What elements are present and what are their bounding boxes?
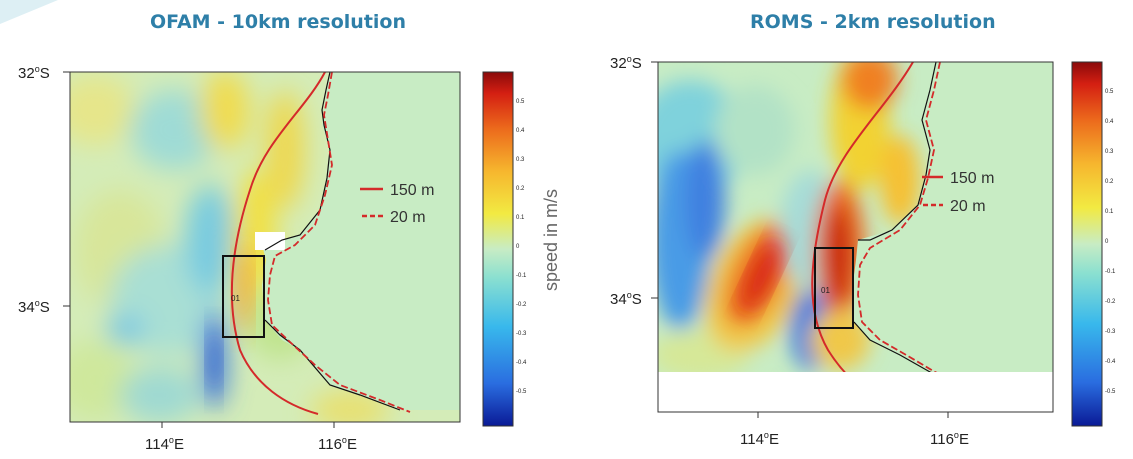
roms-lon-label-east: 116oE [930,412,969,448]
roms-cb-tick: -0.4 [1105,359,1116,365]
roms-study-box [814,247,854,329]
corner-accent-decoration [0,0,58,24]
roms-cb-tick: 0.1 [1105,209,1114,215]
roms-cb-tick: -0.1 [1105,269,1116,275]
roms-lon-label-west: 114oE [740,412,779,448]
ofam-legend-20m: 20 m [390,209,426,226]
roms-cb-tick: -0.2 [1105,299,1116,305]
ofam-cb-tick: -0.4 [516,360,527,366]
svg-text:114oE: 114oE [740,430,779,448]
roms-speed-field [658,62,1053,412]
roms-colorbar [1071,61,1103,427]
ofam-study-box [222,255,265,338]
roms-panel: 01 150 m 20 m 32oS 34oS 114oE 116oE 0.5 … [610,54,1116,448]
svg-text:34oS: 34oS [610,290,642,308]
roms-legend-150m: 150 m [950,170,994,187]
ofam-colorbar-ticks: 0.5 0.4 0.3 0.2 0.1 0 -0.1 -0.2 -0.3 -0.… [516,99,527,395]
roms-lat-label-south: 34oS [610,290,658,308]
ofam-cb-tick: 0.5 [516,99,525,105]
roms-cb-tick: 0 [1105,239,1109,245]
svg-text:32oS: 32oS [610,54,642,72]
svg-text:114oE: 114oE [145,435,184,453]
roms-legend-20m: 20 m [950,198,986,215]
ofam-cb-tick: 0.4 [516,128,525,134]
roms-lat-label-north: 32oS [610,54,658,72]
ofam-cb-tick: 0.2 [516,186,525,192]
roms-cb-tick: 0.5 [1105,89,1114,95]
svg-text:32oS: 32oS [18,64,50,82]
ofam-lon-label-west: 114oE [145,422,184,453]
ofam-colorbar [482,71,514,427]
ofam-colorbar-label: speed in m/s [541,189,560,291]
ofam-panel: 01 150 m 20 m 32oS 34oS 114oE 116oE 0.5 … [18,64,560,453]
roms-cb-tick: 0.4 [1105,119,1114,125]
roms-colorbar-ticks: 0.5 0.4 0.3 0.2 0.1 0 -0.1 -0.2 -0.3 -0.… [1105,89,1116,395]
ofam-cb-tick: 0.1 [516,215,525,221]
ofam-legend-150m: 150 m [390,182,434,199]
svg-text:34oS: 34oS [18,298,50,316]
ofam-box-label: 01 [231,294,240,303]
ofam-panel-title: OFAM - 10km resolution [150,11,406,33]
ofam-cb-tick: -0.1 [516,273,527,279]
ofam-cb-tick: 0.3 [516,157,525,163]
ofam-cb-tick: -0.5 [516,389,527,395]
svg-text:116oE: 116oE [318,435,357,453]
roms-cb-tick: 0.2 [1105,179,1114,185]
ofam-lat-label-south: 34oS [18,298,70,316]
roms-box-label: 01 [821,286,830,295]
roms-cb-tick: 0.3 [1105,149,1114,155]
roms-panel-title: ROMS - 2km resolution [750,11,996,33]
svg-text:116oE: 116oE [930,430,969,448]
ofam-lon-label-east: 116oE [318,422,357,453]
roms-cb-tick: -0.3 [1105,329,1116,335]
ofam-speed-field [70,72,460,422]
ofam-lat-label-north: 32oS [18,64,70,82]
roms-cb-tick: -0.5 [1105,389,1116,395]
ofam-cb-tick: -0.2 [516,302,527,308]
ofam-cb-tick: 0 [516,244,520,250]
ofam-cb-tick: -0.3 [516,331,527,337]
